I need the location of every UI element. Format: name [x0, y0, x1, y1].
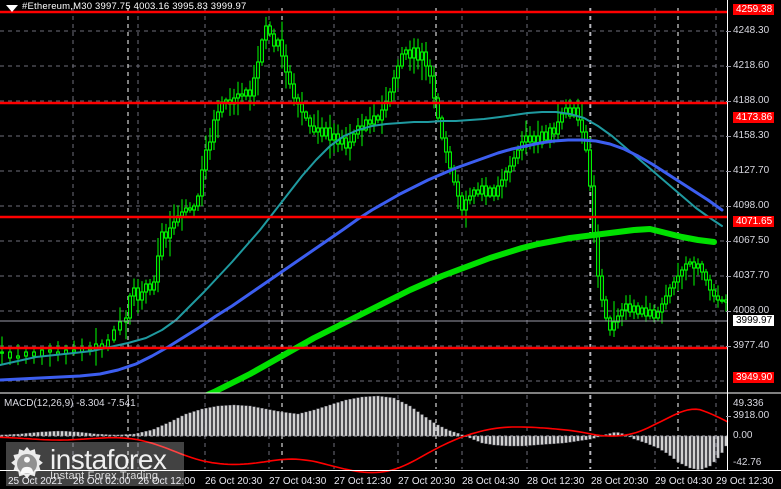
price-tick-label: 3977.40	[733, 340, 770, 351]
level-price-label[interactable]: 4071.65	[733, 216, 775, 227]
macd-tick-label: 49.336	[733, 398, 764, 409]
chart-title: #Ethereum,M30 3997.75 4003.16 3995.83 39…	[22, 1, 247, 12]
price-tick	[726, 206, 731, 207]
price-tick	[726, 101, 731, 102]
triangle-down-icon[interactable]	[6, 5, 18, 12]
price-tick	[726, 311, 731, 312]
macd-panel-bg	[0, 393, 728, 470]
time-tick-label: 28 Oct 12:30	[527, 476, 585, 487]
price-tick-label: 4037.70	[733, 270, 770, 281]
instaforex-watermark: instaforex Instant Forex Trading	[6, 442, 184, 486]
current-price-label[interactable]: 3999.97	[733, 315, 775, 326]
price-tick	[726, 276, 731, 277]
price-tick-label: 4158.30	[733, 130, 770, 141]
macd-indicator-label[interactable]: MACD(12,26,9) -8.304 -7.541	[4, 398, 136, 409]
time-tick-label: 28 Oct 20:30	[591, 476, 649, 487]
level-price-label[interactable]: 3949.90	[733, 372, 775, 383]
price-tick	[726, 171, 731, 172]
moving-average-series	[0, 111, 724, 403]
level-price-label[interactable]: 4173.86	[733, 112, 775, 123]
price-tick-label: 4067.50	[733, 235, 770, 246]
price-tick-label: 3918.00	[733, 410, 770, 421]
price-tick	[726, 66, 731, 67]
time-tick-label: 27 Oct 12:30	[334, 476, 392, 487]
price-tick	[726, 346, 731, 347]
time-tick-label: 25 Oct 2021	[8, 476, 63, 487]
price-tick-label: 4248.30	[733, 25, 770, 36]
macd-tick-label: 0.00	[733, 430, 753, 441]
price-tick-label: 4218.60	[733, 60, 770, 71]
time-axis-border	[0, 470, 781, 471]
time-tick-label: 29 Oct 04:30	[655, 476, 713, 487]
horizontal-gridlines	[0, 30, 728, 417]
price-tick	[726, 241, 731, 242]
time-tick-label: 26 Oct 02:00	[73, 476, 131, 487]
time-tick-label: 26 Oct 20:30	[205, 476, 263, 487]
watermark-text: instaforex Instant Forex Trading	[50, 444, 167, 482]
price-tick-label: 4008.00	[733, 305, 770, 316]
brand-tagline: Instant Forex Trading	[50, 470, 159, 482]
price-tick	[726, 416, 731, 417]
time-tick-label: 27 Oct 20:30	[398, 476, 456, 487]
price-level-lines	[0, 10, 728, 350]
time-tick-label: 26 Oct 12:00	[138, 476, 196, 487]
macd-tick-label: -42.76	[733, 457, 762, 468]
level-price-label[interactable]: 4259.38	[733, 4, 775, 15]
time-tick-label: 28 Oct 04:30	[462, 476, 520, 487]
gear-person-icon	[8, 445, 46, 483]
price-tick	[726, 31, 731, 32]
price-tick	[726, 136, 731, 137]
brand-name: instaforex	[50, 444, 167, 475]
candlestick-series	[0, 16, 728, 367]
macd-signal-line	[0, 408, 729, 474]
macd-histogram	[0, 395, 728, 470]
time-tick-label: 29 Oct 12:30	[716, 476, 774, 487]
time-tick-label: 27 Oct 04:30	[269, 476, 327, 487]
price-tick-label: 4127.70	[733, 165, 770, 176]
price-tick-label: 4188.00	[733, 95, 770, 106]
price-axis-border	[727, 0, 728, 471]
price-tick-label: 4098.00	[733, 200, 770, 211]
